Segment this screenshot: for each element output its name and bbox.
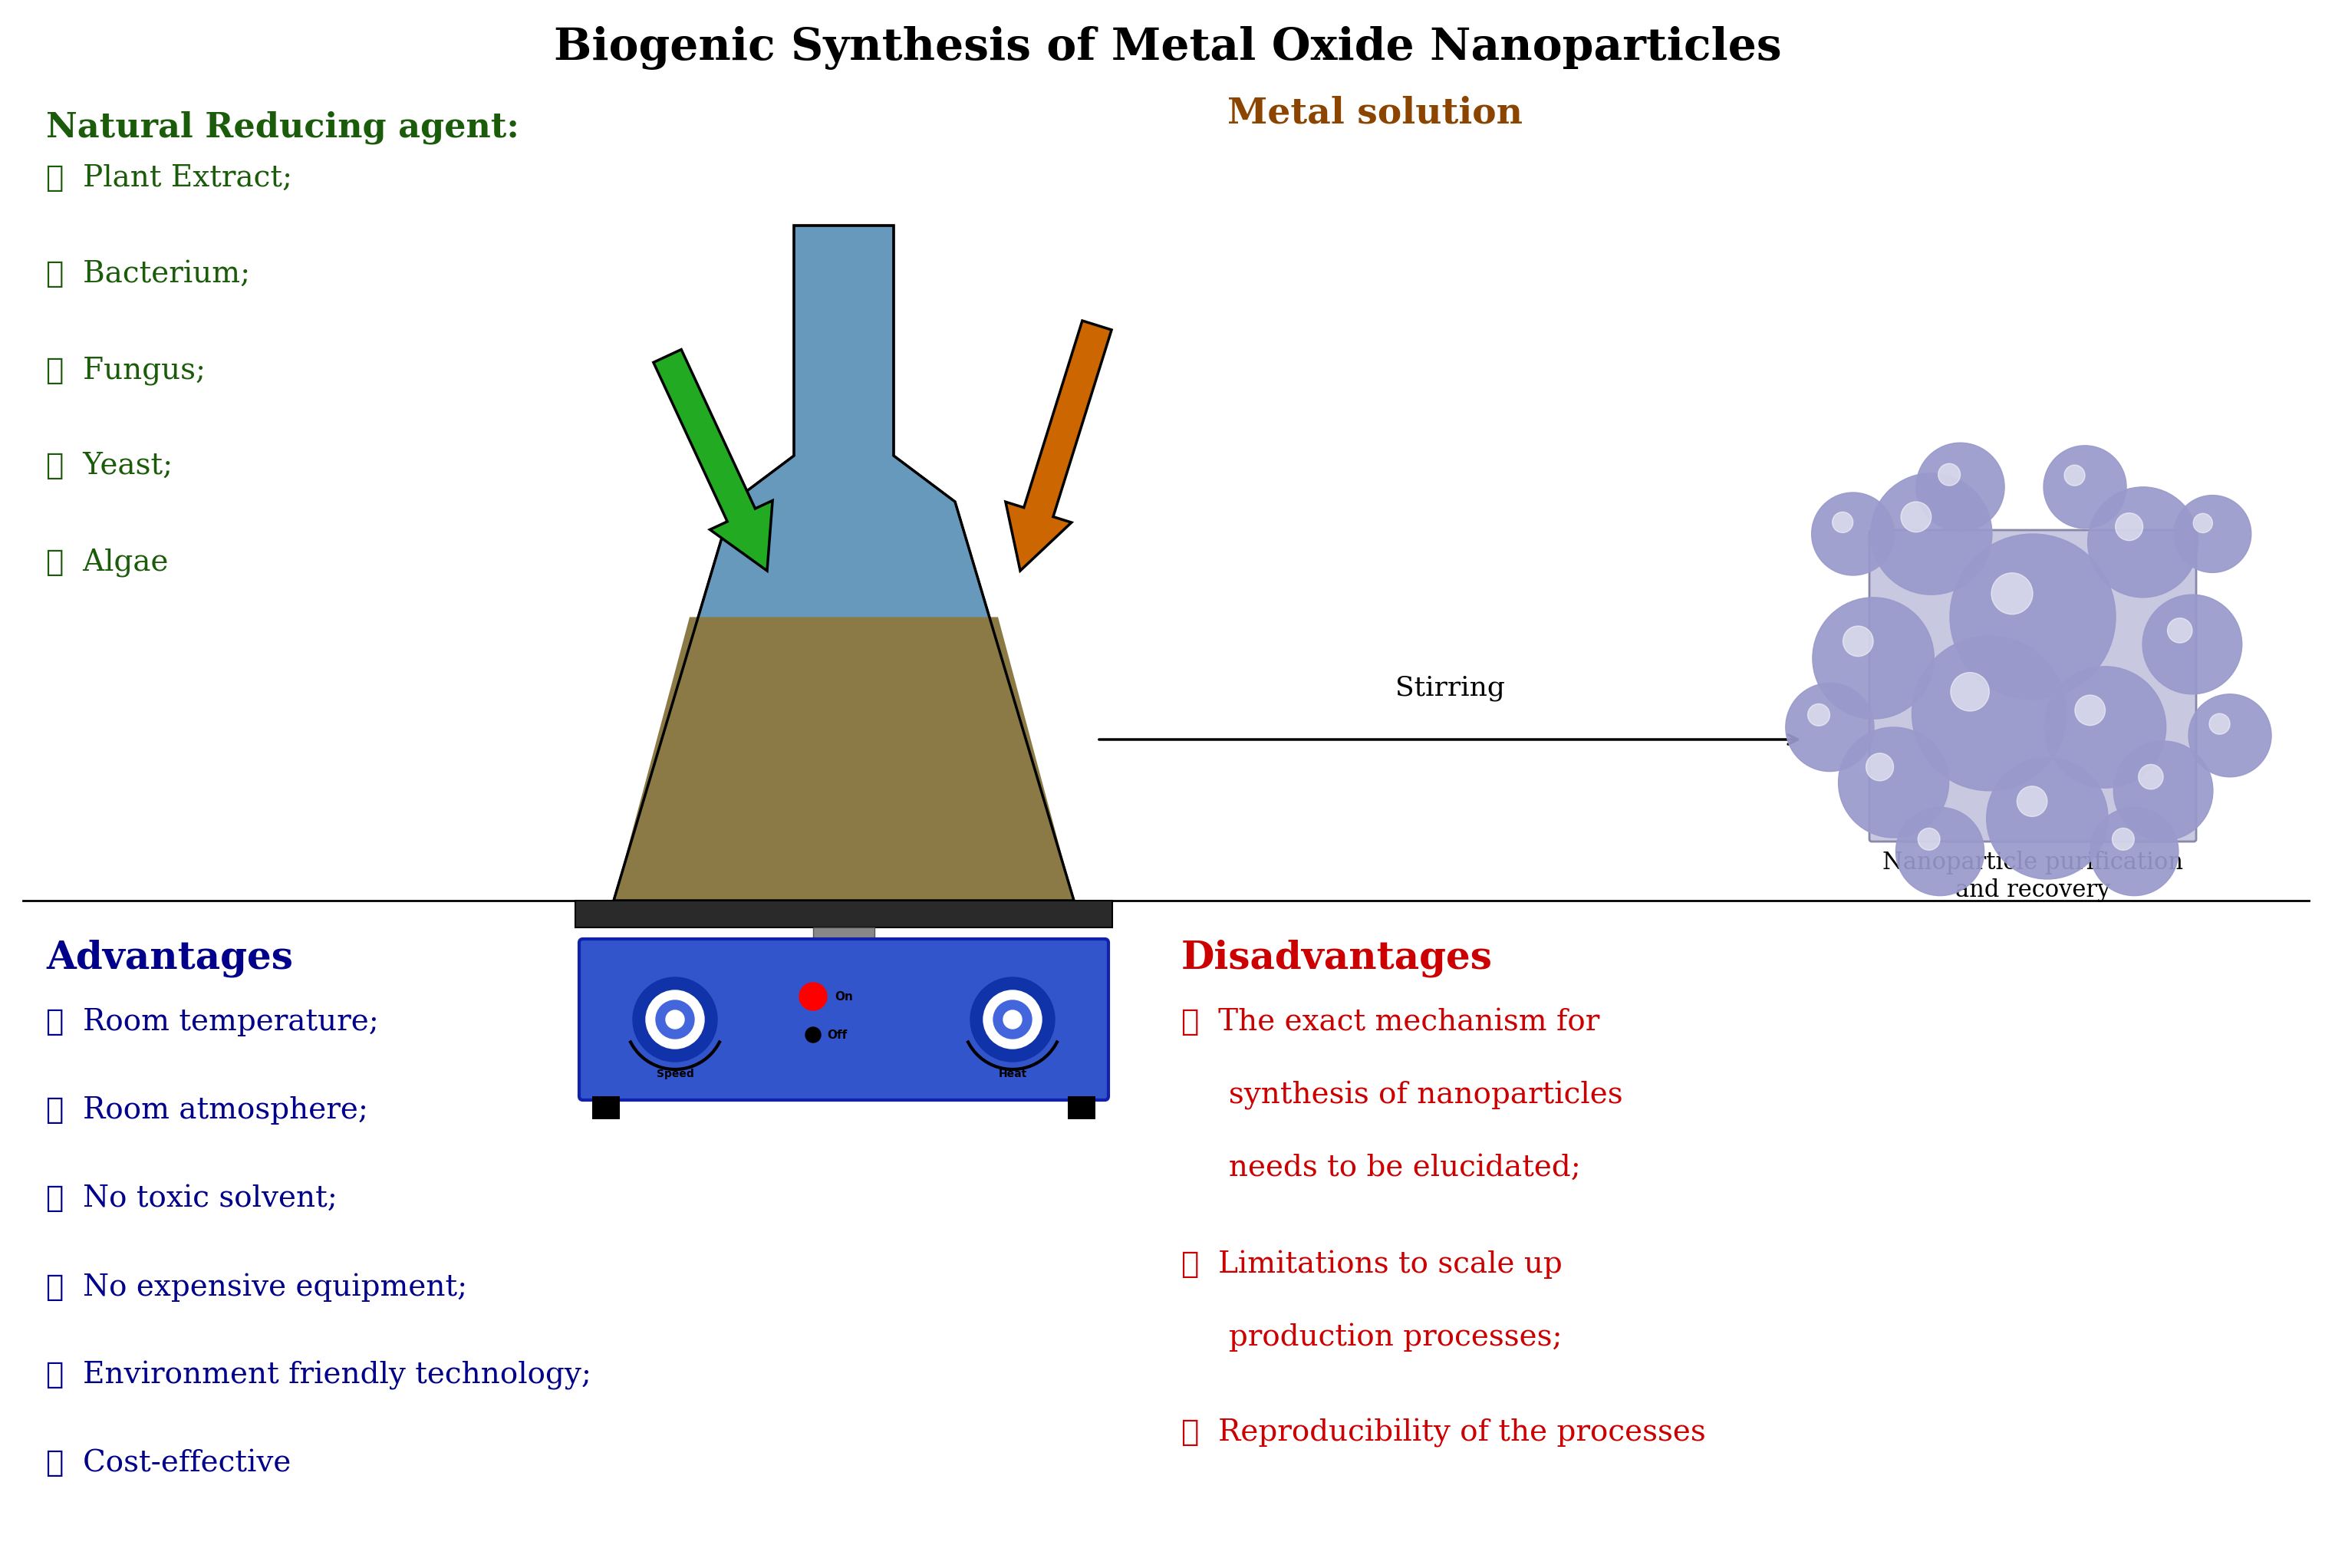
Text: ➤  Yeast;: ➤ Yeast;: [47, 452, 173, 480]
Circle shape: [2043, 445, 2127, 528]
Text: On: On: [834, 991, 852, 1002]
Circle shape: [2113, 742, 2214, 840]
Circle shape: [1950, 535, 2116, 699]
Circle shape: [2209, 713, 2230, 734]
Circle shape: [1950, 673, 1989, 712]
Circle shape: [1917, 828, 1940, 850]
Circle shape: [1870, 474, 1992, 594]
Circle shape: [2087, 488, 2197, 597]
Text: ✓  Limitations to scale up: ✓ Limitations to scale up: [1182, 1250, 1562, 1278]
Bar: [593, 1096, 619, 1120]
Text: ✓  No toxic solvent;: ✓ No toxic solvent;: [47, 1184, 336, 1212]
Text: production processes;: production processes;: [1182, 1322, 1562, 1352]
Circle shape: [2174, 495, 2251, 572]
Text: ➤  Fungus;: ➤ Fungus;: [47, 356, 205, 384]
Text: Metal solution: Metal solution: [1228, 96, 1522, 130]
Text: ✓  Environment friendly technology;: ✓ Environment friendly technology;: [47, 1361, 591, 1389]
Circle shape: [1842, 626, 1873, 657]
Circle shape: [1896, 808, 1985, 895]
Circle shape: [2076, 695, 2106, 726]
Text: Natural Reducing agent:: Natural Reducing agent:: [47, 110, 518, 144]
Text: ✓  Cost-effective: ✓ Cost-effective: [47, 1449, 292, 1477]
Circle shape: [1987, 757, 2109, 880]
Text: ✓  The exact mechanism for: ✓ The exact mechanism for: [1182, 1008, 1599, 1036]
Bar: [574, 900, 1111, 927]
Circle shape: [1833, 513, 1854, 533]
Text: Off: Off: [827, 1029, 848, 1041]
Circle shape: [2090, 808, 2179, 895]
Circle shape: [633, 977, 717, 1062]
Circle shape: [1866, 753, 1894, 781]
Circle shape: [656, 1000, 693, 1038]
Text: ➤  Bacterium;: ➤ Bacterium;: [47, 260, 250, 289]
Text: Nanoparticle purification
and recovery: Nanoparticle purification and recovery: [1882, 851, 2183, 902]
Text: Heat: Heat: [999, 1069, 1027, 1079]
Text: ✓  Room temperature;: ✓ Room temperature;: [47, 1008, 378, 1036]
Text: ✓  Reproducibility of the processes: ✓ Reproducibility of the processes: [1182, 1419, 1707, 1447]
Circle shape: [1992, 572, 2034, 615]
Circle shape: [799, 983, 827, 1010]
Circle shape: [1912, 637, 2066, 790]
Text: ✓  Room atmosphere;: ✓ Room atmosphere;: [47, 1096, 369, 1124]
Polygon shape: [614, 226, 1074, 900]
Text: Stirring: Stirring: [1394, 676, 1504, 701]
Circle shape: [2064, 466, 2085, 486]
Circle shape: [1807, 704, 1831, 726]
Text: Biogenic Synthesis of Metal Oxide Nanoparticles: Biogenic Synthesis of Metal Oxide Nanopa…: [553, 27, 1782, 71]
Circle shape: [1838, 728, 1950, 837]
FancyBboxPatch shape: [579, 939, 1109, 1101]
FancyArrow shape: [654, 350, 773, 571]
Text: Speed: Speed: [656, 1069, 693, 1079]
Circle shape: [2193, 513, 2214, 533]
Text: Advantages: Advantages: [47, 939, 292, 977]
Text: Disadvantages: Disadvantages: [1182, 939, 1492, 977]
Text: synthesis of nanoparticles: synthesis of nanoparticles: [1182, 1080, 1623, 1110]
Circle shape: [971, 977, 1055, 1062]
Circle shape: [1004, 1010, 1023, 1029]
Text: needs to be elucidated;: needs to be elucidated;: [1182, 1154, 1581, 1182]
Circle shape: [1938, 464, 1961, 486]
Text: ✓  No expensive equipment;: ✓ No expensive equipment;: [47, 1273, 467, 1301]
Bar: [813, 927, 876, 942]
Circle shape: [992, 1000, 1032, 1038]
Text: ➤  Plant Extract;: ➤ Plant Extract;: [47, 165, 292, 193]
Circle shape: [1812, 492, 1894, 575]
Circle shape: [1901, 502, 1931, 532]
Circle shape: [806, 1027, 822, 1043]
Circle shape: [2017, 786, 2048, 817]
Circle shape: [2116, 513, 2144, 541]
Circle shape: [647, 991, 705, 1049]
Polygon shape: [614, 618, 1074, 900]
Circle shape: [2167, 618, 2193, 643]
Bar: [1067, 1096, 1095, 1120]
Text: ➤  Algae: ➤ Algae: [47, 547, 168, 577]
Circle shape: [2188, 695, 2272, 776]
Circle shape: [983, 991, 1041, 1049]
Circle shape: [2139, 765, 2162, 789]
Circle shape: [2113, 828, 2134, 850]
Circle shape: [1786, 684, 1875, 771]
Circle shape: [665, 1010, 684, 1029]
FancyArrow shape: [1006, 321, 1111, 571]
Circle shape: [2045, 666, 2167, 789]
FancyBboxPatch shape: [1870, 530, 2197, 842]
Circle shape: [2144, 594, 2242, 695]
Circle shape: [1917, 442, 2003, 532]
Circle shape: [1812, 597, 1933, 720]
